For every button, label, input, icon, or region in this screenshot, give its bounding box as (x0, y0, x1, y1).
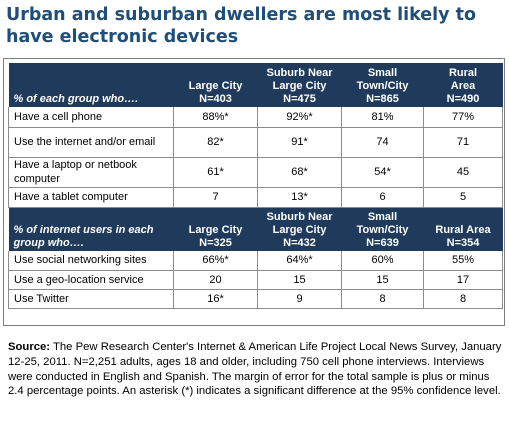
column-header: Small Town/City N=639 (341, 207, 424, 251)
column-header: Large City N=403 (173, 63, 258, 107)
cell-value: 71 (423, 127, 503, 158)
header-row: % of internet users in each group who…. … (8, 207, 503, 251)
row-label: Have a cell phone (8, 107, 174, 128)
header-row: % of each group who…. Large City N=403 Sub… (8, 63, 503, 107)
column-header-line1 (174, 67, 258, 80)
table-row: Have a laptop or netbook computer 61* 68* 5… (8, 157, 503, 188)
column-header-line1 (424, 211, 503, 224)
table-row: Have a cell phone 88%* 92%* 81% 77% (8, 107, 503, 128)
row-label: Use the internet and/or email (8, 127, 174, 158)
cell-value: 15 (341, 270, 424, 290)
column-header-line2: Town/City (356, 80, 409, 92)
header-label: % of internet users in each group who…. (8, 207, 174, 251)
column-header-line2: Large City (188, 80, 243, 92)
cell-value: 55% (423, 251, 503, 271)
cell-value: 81% (341, 107, 424, 128)
row-label: Have a laptop or netbook computer (8, 157, 174, 188)
column-header-line1: Rural (448, 67, 478, 79)
cell-value: 61* (173, 157, 258, 188)
row-label: Use social networking sites (8, 251, 174, 271)
cell-value: 60% (341, 251, 424, 271)
column-header-line3: N=865 (366, 93, 399, 105)
header-label: % of each group who…. (8, 63, 174, 107)
cell-value: 45 (423, 157, 503, 188)
source-label: Source: (8, 341, 51, 353)
chart-title: Urban and suburban dwellers are most lik… (6, 5, 477, 47)
column-header-line3: N=475 (283, 93, 316, 105)
cell-value: 6 (341, 187, 424, 208)
source-text: The Pew Research Center's Internet & Ame… (8, 341, 502, 398)
column-header: Small Town/City N=865 (341, 63, 424, 107)
cell-value: 82* (173, 127, 258, 158)
cell-value: 64%* (257, 251, 342, 271)
column-header: Suburb Near Large City N=432 (257, 207, 342, 251)
column-header: Large City N=325 (173, 207, 258, 251)
column-header-line3: N=432 (283, 237, 316, 249)
column-header-line3: N=403 (199, 93, 232, 105)
cell-value: 92%* (257, 107, 342, 128)
column-header-line2: Large City (188, 224, 243, 236)
column-header: Rural Area N=354 (423, 207, 503, 251)
cell-value: 15 (257, 270, 342, 290)
column-header-line2: Area (450, 80, 476, 92)
cell-value: 91* (257, 127, 342, 158)
column-header-line2: Large City (272, 80, 327, 92)
table-row: Use a geo-location service 20 15 15 17 (8, 270, 503, 290)
cell-value: 88%* (173, 107, 258, 128)
column-header-line3: N=325 (199, 237, 232, 249)
column-header-line3: N=354 (446, 237, 480, 249)
cell-value: 54* (341, 157, 424, 188)
column-header-line2: Rural Area (435, 224, 491, 236)
cell-value: 66%* (173, 251, 258, 271)
column-header: Suburb Near Large City N=475 (257, 63, 342, 107)
column-header-line1 (174, 211, 258, 224)
column-header-line3: N=490 (446, 93, 480, 105)
column-header-line2: Town/City (356, 224, 409, 236)
column-header-line1: Suburb Near (266, 211, 333, 223)
cell-value: 13* (257, 187, 342, 208)
cell-value: 5 (423, 187, 503, 208)
row-label: Use Twitter (8, 289, 174, 309)
cell-value: 8 (341, 289, 424, 309)
column-header-line3: N=639 (366, 237, 399, 249)
column-header: Rural Area N=490 (423, 63, 503, 107)
cell-value: 74 (341, 127, 424, 158)
cell-value: 16* (173, 289, 258, 309)
table-row: Use social networking sites 66%* 64%* 60% 55… (8, 251, 503, 271)
cell-value: 7 (173, 187, 258, 208)
row-label: Use a geo-location service (8, 270, 174, 290)
row-label: Have a tablet computer (8, 187, 174, 208)
cell-value: 20 (173, 270, 258, 290)
table-row: Use the internet and/or email 82* 91* 74 71 (8, 127, 503, 158)
cell-value: 8 (423, 289, 503, 309)
table-row: Have a tablet computer 7 13* 6 5 (8, 187, 503, 208)
column-header-line1: Suburb Near (266, 67, 333, 79)
column-header-line1: Small (367, 67, 398, 79)
cell-value: 68* (257, 157, 342, 188)
column-header-line1: Small (367, 211, 398, 223)
table-row: Use Twitter 16* 9 8 8 (8, 289, 503, 309)
column-header-line2: Large City (272, 224, 327, 236)
cell-value: 17 (423, 270, 503, 290)
data-table: % of each group who…. Large City N=403 Sub… (8, 63, 503, 309)
cell-value: 77% (423, 107, 503, 128)
source-note: Source: The Pew Research Center's Intern… (8, 340, 506, 399)
cell-value: 9 (257, 289, 342, 309)
table-frame: % of each group who…. Large City N=403 Sub… (3, 58, 505, 326)
